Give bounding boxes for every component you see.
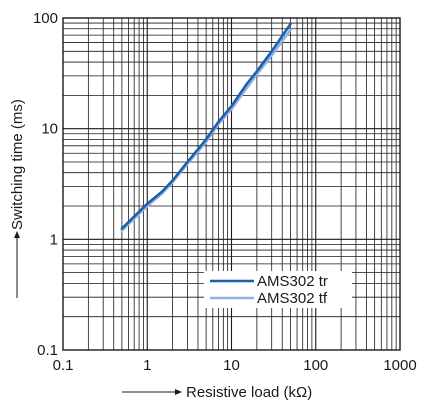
y-tick-label: 0.1	[37, 342, 58, 359]
y-tick-label: 10	[41, 121, 58, 138]
x-tick-label: 1000	[383, 357, 416, 374]
y-tick-label: 100	[33, 10, 58, 27]
y-axis-arrowhead	[14, 231, 20, 238]
x-axis-label-group: Resistive load (kΩ)	[122, 384, 312, 401]
x-tick-label: 0.1	[53, 357, 74, 374]
legend-label-tr: AMS302 tr	[257, 273, 328, 290]
legend-background	[204, 271, 352, 308]
y-tick-label: 1	[50, 231, 58, 248]
x-tick-label: 1	[143, 357, 151, 374]
x-tick-label: 100	[303, 357, 328, 374]
legend-label-tf: AMS302 tf	[257, 290, 328, 307]
y-axis-label: Switching time (ms)	[9, 99, 26, 230]
x-axis-arrowhead	[175, 389, 182, 395]
series-line-tf	[120, 28, 292, 232]
tick-labels: 0.1 1 10 100 1000 0.1 1 10 100	[33, 10, 417, 374]
plot-frame	[62, 17, 401, 351]
legend: AMS302 tr AMS302 tf	[204, 271, 352, 308]
x-axis-label: Resistive load (kΩ)	[186, 384, 312, 401]
series-line-tr	[120, 22, 292, 230]
x-tick-label: 10	[223, 357, 240, 374]
series-layer	[120, 22, 292, 232]
y-axis-label-group: Switching time (ms)	[9, 99, 26, 298]
